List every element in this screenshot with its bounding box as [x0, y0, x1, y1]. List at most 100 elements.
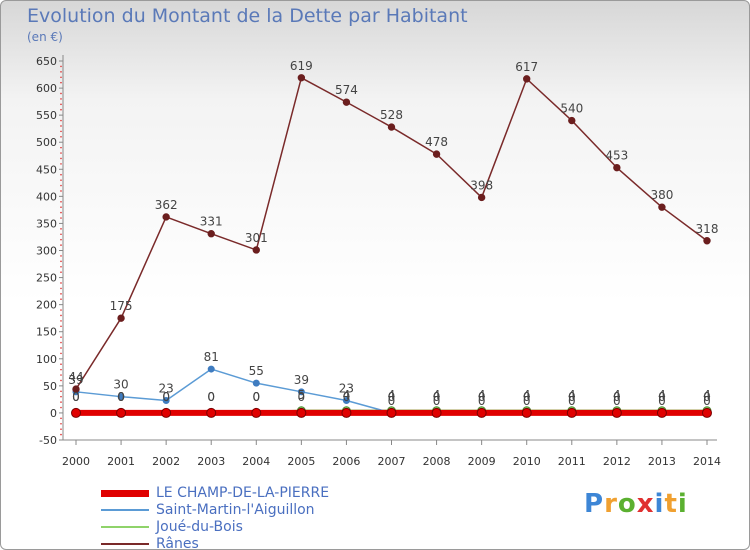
- y-tick-label: -50: [39, 434, 57, 447]
- y-minor-tick: [60, 146, 62, 149]
- x-tick-label: 2013: [648, 455, 676, 468]
- y-minor-tick: [60, 206, 62, 208]
- y-minor-tick: [60, 390, 62, 393]
- x-tick-label: 2012: [603, 455, 631, 468]
- data-label: 0: [72, 390, 80, 404]
- data-point: [703, 237, 711, 245]
- data-label: 617: [515, 60, 538, 74]
- data-label: 0: [613, 390, 621, 404]
- legend-label: Rânes: [156, 536, 199, 550]
- data-point: [117, 314, 125, 322]
- data-label: 0: [162, 390, 170, 404]
- y-minor-tick: [60, 368, 62, 371]
- data-label: 0: [658, 390, 666, 404]
- data-label: 398: [470, 178, 493, 192]
- data-point: [386, 407, 397, 418]
- chart-subtitle: (en €): [27, 30, 63, 44]
- data-label: 0: [703, 394, 711, 408]
- y-minor-tick: [60, 336, 62, 338]
- y-minor-tick: [60, 125, 62, 127]
- data-label: 0: [162, 390, 170, 404]
- data-label: 0: [72, 390, 80, 404]
- data-label: 4: [523, 388, 531, 402]
- data-label: 0: [252, 390, 260, 404]
- y-minor-tick: [60, 152, 62, 154]
- legend-swatch: [101, 543, 149, 545]
- data-point: [702, 407, 712, 418]
- data-point: [116, 407, 127, 418]
- y-tick-label: 0: [50, 407, 57, 420]
- x-tick-label: 2014: [693, 455, 721, 468]
- data-point: [476, 407, 487, 418]
- data-point: [613, 163, 621, 172]
- x-tick-label: 2002: [152, 455, 180, 468]
- data-label: 0: [658, 394, 666, 408]
- data-point: [432, 150, 441, 158]
- data-point: [611, 407, 622, 418]
- y-minor-tick: [60, 379, 62, 382]
- y-minor-tick: [60, 314, 62, 317]
- data-label: 0: [478, 394, 486, 408]
- data-point: [521, 407, 532, 418]
- data-label: 23: [159, 381, 174, 395]
- data-label: 23: [339, 381, 354, 395]
- data-label: 4: [613, 388, 621, 402]
- y-minor-tick: [60, 428, 62, 430]
- y-tick-label: 600: [36, 82, 57, 95]
- data-point: [568, 116, 576, 125]
- data-point: [161, 407, 172, 418]
- legend-swatch: [101, 509, 149, 511]
- data-label: 478: [425, 135, 448, 149]
- data-point: [71, 407, 81, 418]
- y-tick-label: 300: [36, 245, 57, 258]
- y-tick-label: 50: [43, 380, 57, 393]
- data-label: 55: [249, 364, 264, 378]
- y-minor-tick: [60, 81, 62, 84]
- x-tick-label: 2008: [423, 455, 451, 468]
- x-tick-label: 2010: [513, 455, 541, 468]
- data-point: [252, 379, 260, 387]
- legend-label: Joué-du-Bois: [156, 519, 243, 535]
- data-label: 380: [650, 188, 673, 202]
- legend-label: LE CHAMP-DE-LA-PIERRE: [156, 485, 330, 501]
- data-label: 0: [568, 390, 576, 404]
- y-minor-tick: [60, 190, 62, 192]
- y-minor-tick: [60, 309, 62, 311]
- x-tick-label: 2007: [378, 455, 406, 468]
- data-label: 4: [703, 388, 711, 402]
- y-minor-tick: [60, 103, 62, 106]
- data-label: 30: [113, 378, 128, 392]
- y-minor-tick: [60, 163, 62, 165]
- data-label: 5: [298, 388, 306, 402]
- data-label: 574: [335, 83, 358, 97]
- y-tick-label: 500: [36, 136, 57, 149]
- y-tick-label: 450: [36, 163, 57, 176]
- data-label: 0: [298, 390, 306, 404]
- data-label: 318: [696, 222, 719, 236]
- data-point: [297, 388, 305, 396]
- data-label: 0: [523, 390, 531, 404]
- y-minor-tick: [60, 244, 62, 246]
- x-tick-label: 2004: [242, 455, 270, 468]
- data-label: 362: [155, 198, 178, 212]
- data-label: 0: [433, 390, 441, 404]
- data-point: [252, 246, 260, 254]
- y-minor-tick: [60, 211, 62, 214]
- data-label: 331: [200, 215, 223, 229]
- y-minor-tick: [60, 341, 62, 344]
- data-label: 4: [388, 388, 396, 402]
- y-tick-label: 100: [36, 353, 57, 366]
- y-minor-tick: [60, 293, 62, 295]
- y-minor-tick: [60, 325, 62, 328]
- x-tick-label: 2011: [558, 455, 586, 468]
- data-label: 0: [207, 390, 215, 404]
- data-point: [206, 407, 217, 418]
- y-minor-tick: [60, 130, 62, 133]
- data-point: [207, 230, 215, 238]
- data-point: [297, 74, 306, 82]
- y-minor-tick: [60, 265, 62, 268]
- y-tick-label: 150: [36, 326, 57, 339]
- data-point: [523, 75, 531, 83]
- data-label: 175: [110, 299, 133, 313]
- data-label: 0: [478, 390, 486, 404]
